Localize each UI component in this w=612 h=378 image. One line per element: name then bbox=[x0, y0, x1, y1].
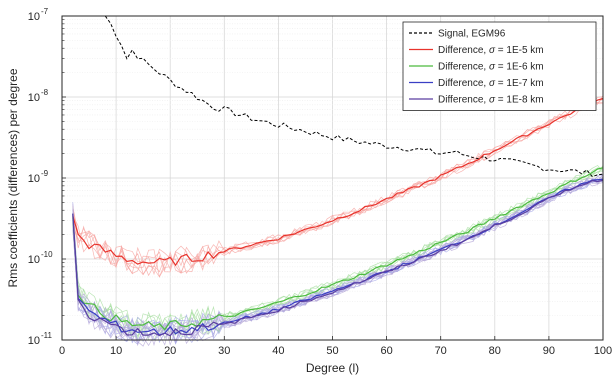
legend-label-text: Difference, bbox=[438, 45, 489, 56]
y-tick-exponent: -10 bbox=[41, 250, 53, 259]
legend-sigma-symbol: σ bbox=[489, 45, 496, 56]
y-axis-label: Rms coefficients (differences) per degre… bbox=[6, 68, 20, 287]
legend-label-text: Difference, bbox=[438, 62, 489, 73]
x-axis-label: Degree (l) bbox=[306, 361, 359, 375]
difference-4-realisation bbox=[72, 174, 604, 346]
x-tick-label: 0 bbox=[59, 345, 65, 357]
legend-sigma-symbol: σ bbox=[489, 78, 496, 89]
y-tick-label: 10 bbox=[28, 92, 40, 104]
x-tick-label: 70 bbox=[435, 345, 447, 357]
difference-4-line bbox=[72, 179, 604, 337]
legend-label-3: Difference, σ = 1E-6 km bbox=[438, 62, 544, 73]
difference-1-realisation bbox=[72, 96, 604, 274]
x-tick-label: 100 bbox=[594, 345, 612, 357]
legend-sigma-symbol: σ bbox=[489, 62, 496, 73]
difference-2-realisation bbox=[72, 168, 604, 341]
y-tick-label: 10 bbox=[28, 335, 40, 347]
x-tick-label: 30 bbox=[218, 345, 230, 357]
legend-label-value: = 1E-5 km bbox=[495, 45, 544, 56]
legend-label-5: Difference, σ = 1E-8 km bbox=[438, 95, 544, 106]
legend-label-value: = 1E-6 km bbox=[495, 62, 544, 73]
difference-1-realisation bbox=[72, 95, 604, 276]
difference-2-realisation bbox=[72, 171, 603, 340]
legend-label-value: = 1E-8 km bbox=[495, 95, 544, 106]
difference-2-line bbox=[72, 167, 604, 331]
x-tick-label: 90 bbox=[543, 345, 555, 357]
y-tick-label: 10 bbox=[28, 254, 40, 266]
x-tick-label: 10 bbox=[110, 345, 122, 357]
difference-2-realisation bbox=[72, 165, 604, 337]
y-tick-label: 10 bbox=[28, 11, 40, 23]
difference-3-realisation bbox=[72, 178, 604, 344]
legend-label-4: Difference, σ = 1E-7 km bbox=[438, 78, 544, 89]
tick-layer: 0 10 20 30 40 50 60 70 80 90 10010-1110-1010-910-8… bbox=[28, 7, 612, 357]
difference-4-realisation bbox=[72, 176, 604, 347]
series-layer bbox=[72, 15, 604, 337]
x-tick-label: 20 bbox=[164, 345, 176, 357]
difference-1-realisation bbox=[72, 98, 604, 278]
difference-4-realisation bbox=[72, 175, 604, 347]
difference-1-realisation bbox=[72, 99, 604, 276]
legend-label-text: Difference, bbox=[438, 78, 489, 89]
difference-2-realisation bbox=[72, 167, 604, 338]
band-layer bbox=[72, 95, 604, 347]
y-tick-exponent: -11 bbox=[41, 331, 53, 340]
x-tick-label: 50 bbox=[326, 345, 338, 357]
y-tick-exponent: -7 bbox=[41, 7, 49, 16]
legend-label-text: Difference, bbox=[438, 95, 489, 106]
signal-egm96-line bbox=[104, 15, 604, 178]
legend-label-2: Difference, σ = 1E-5 km bbox=[438, 45, 544, 56]
x-tick-label: 80 bbox=[489, 345, 501, 357]
legend-label-value: = 1E-7 km bbox=[495, 78, 544, 89]
difference-4-realisation bbox=[72, 178, 604, 345]
difference-4-realisation bbox=[72, 177, 604, 347]
difference-1-realisation bbox=[72, 98, 604, 278]
legend-sigma-symbol: σ bbox=[489, 95, 496, 106]
legend-label-text: Signal, EGM96 bbox=[438, 29, 506, 40]
y-tick-exponent: -9 bbox=[41, 169, 49, 178]
x-tick-label: 40 bbox=[272, 345, 284, 357]
difference-2-realisation bbox=[72, 168, 604, 335]
difference-1-realisation bbox=[72, 101, 604, 277]
x-tick-label: 60 bbox=[380, 345, 392, 357]
y-tick-label: 10 bbox=[28, 173, 40, 185]
y-tick-exponent: -8 bbox=[41, 88, 49, 97]
legend-label-1: Signal, EGM96 bbox=[438, 29, 506, 40]
difference-1-line bbox=[72, 97, 604, 267]
legend-box bbox=[402, 21, 597, 111]
